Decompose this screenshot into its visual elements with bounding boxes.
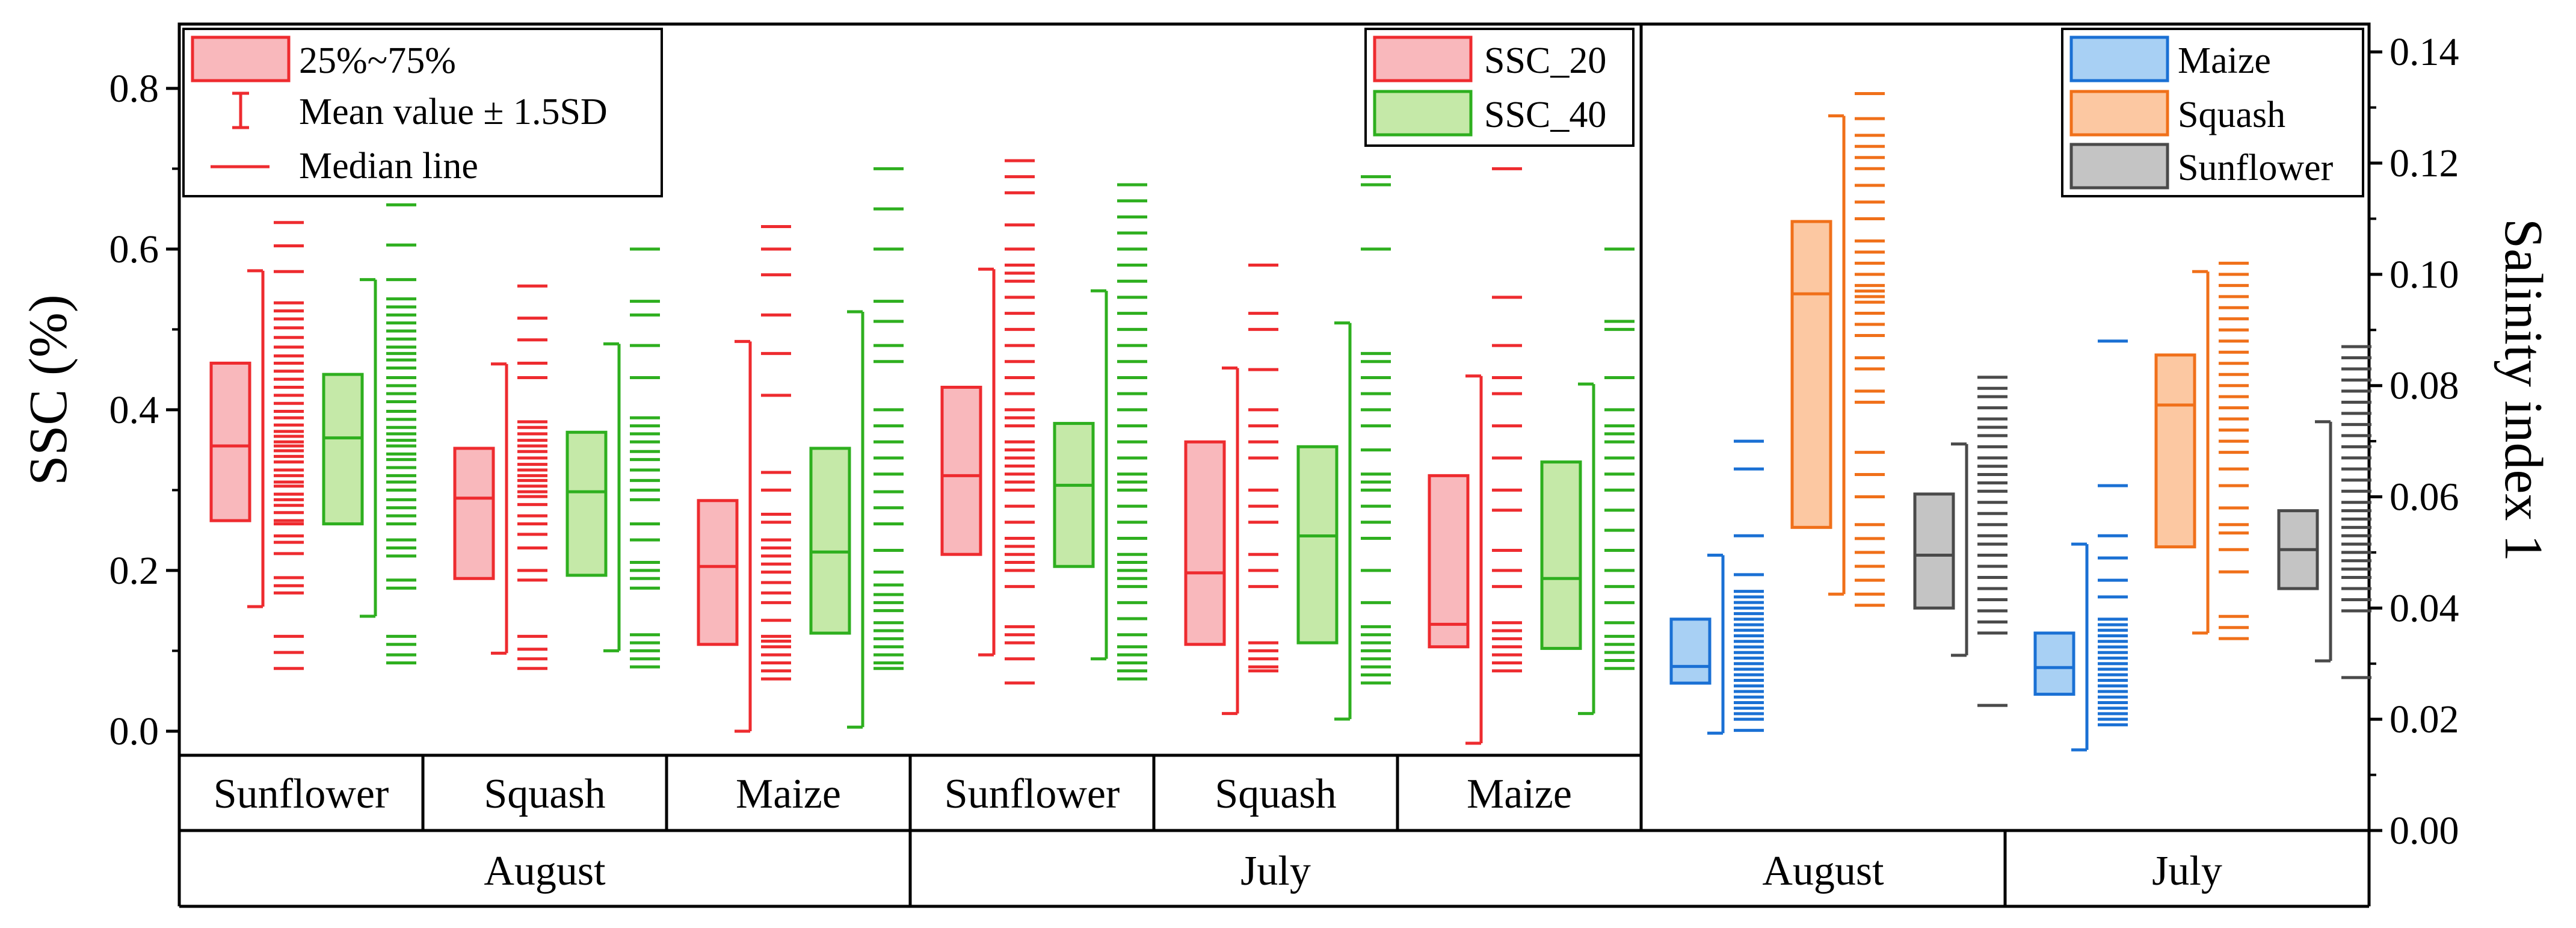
legend-maize-label: Maize	[2178, 40, 2271, 81]
maize-index-box	[1669, 617, 1712, 685]
legend-ssc20-swatch	[1373, 36, 1473, 82]
right-y-tick-label: 0.00	[2390, 809, 2459, 853]
left-y-axis: 0.0 0.2 0.4 0.6 0.8	[109, 67, 179, 753]
sunflower-index-box	[1913, 492, 1955, 610]
legend-sunflower-swatch	[2069, 143, 2169, 190]
ssc-40-box	[1053, 422, 1095, 568]
ssc-40-box	[1296, 445, 1339, 645]
legend-box-swatch	[191, 36, 291, 82]
squash-index-box	[2154, 353, 2196, 549]
legend-whisker-symbol	[232, 91, 249, 129]
legend-squash-label: Squash	[2178, 94, 2285, 135]
left-plot-area	[209, 159, 1635, 745]
right-y-tick-label: 0.04	[2390, 586, 2459, 630]
right-y-axis-title: Salinity index 1	[2494, 218, 2553, 561]
crop-legend: Maize Squash Sunflower	[2061, 28, 2364, 197]
right-y-tick-label: 0.14	[2390, 30, 2459, 74]
legend-maize-swatch	[2069, 36, 2169, 82]
crop-label: Sunflower	[214, 771, 389, 817]
right-y-axis: 0.00 0.02 0.04 0.06 0.08 0.10 0.12 0.14	[2369, 30, 2459, 853]
ssc-20-box	[940, 385, 982, 556]
depth-legend: SSC_20 SSC_40	[1364, 28, 1635, 147]
stats-legend: 25%~75% Mean value ± 1.5SD Median line	[182, 28, 663, 197]
right-y-tick-label: 0.06	[2390, 475, 2459, 519]
left-y-axis-title: SSC (%)	[19, 294, 78, 486]
ssc-20-box	[209, 361, 251, 522]
category-labels: Sunflower Squash Maize Sunflower Squash Maize…	[214, 771, 2222, 894]
legend-sunflower-label: Sunflower	[2178, 147, 2334, 188]
ssc-20-box	[453, 447, 495, 580]
legend-ssc20-label: SSC_20	[1484, 40, 1606, 81]
crop-label: Squash	[1215, 771, 1336, 817]
left-y-tick-label: 0.0	[109, 710, 159, 753]
crop-label: Sunflower	[944, 771, 1120, 817]
legend-median-label: Median line	[299, 146, 478, 187]
legend-ssc40-swatch	[1373, 90, 1473, 137]
ssc-20-box	[1428, 474, 1470, 649]
month-label: July	[1240, 848, 1311, 894]
legend-squash-swatch	[2069, 90, 2169, 137]
ssc-20-box	[1184, 440, 1226, 646]
squash-index-box	[1790, 220, 1832, 529]
legend-ssc40-label: SSC_40	[1484, 94, 1606, 135]
right-y-tick-label: 0.02	[2390, 698, 2459, 741]
ssc-40-box	[809, 447, 851, 635]
left-y-tick-label: 0.4	[109, 388, 159, 432]
month-label: July	[2152, 848, 2222, 894]
month-label: August	[484, 848, 606, 894]
right-plot-area	[1669, 92, 2371, 752]
ssc-40-box	[1540, 460, 1582, 650]
month-label: August	[1762, 848, 1884, 894]
left-y-tick-label: 0.2	[109, 549, 159, 593]
legend-box-label: 25%~75%	[299, 40, 456, 81]
ssc-20-box	[697, 499, 739, 646]
left-y-tick-label: 0.6	[109, 227, 159, 271]
ssc-40-box	[565, 430, 608, 577]
crop-label: Squash	[484, 771, 605, 817]
ssc-40-box	[322, 373, 364, 525]
right-y-tick-label: 0.08	[2390, 364, 2459, 408]
legend-whisker-label: Mean value ± 1.5SD	[299, 91, 608, 132]
category-dividers	[421, 755, 1399, 831]
right-y-tick-label: 0.12	[2390, 141, 2459, 185]
crop-label: Maize	[1467, 771, 1572, 817]
left-y-tick-label: 0.8	[109, 67, 159, 111]
crop-label: Maize	[736, 771, 841, 817]
right-y-tick-label: 0.10	[2390, 253, 2459, 297]
maize-index-box	[2033, 631, 2075, 696]
